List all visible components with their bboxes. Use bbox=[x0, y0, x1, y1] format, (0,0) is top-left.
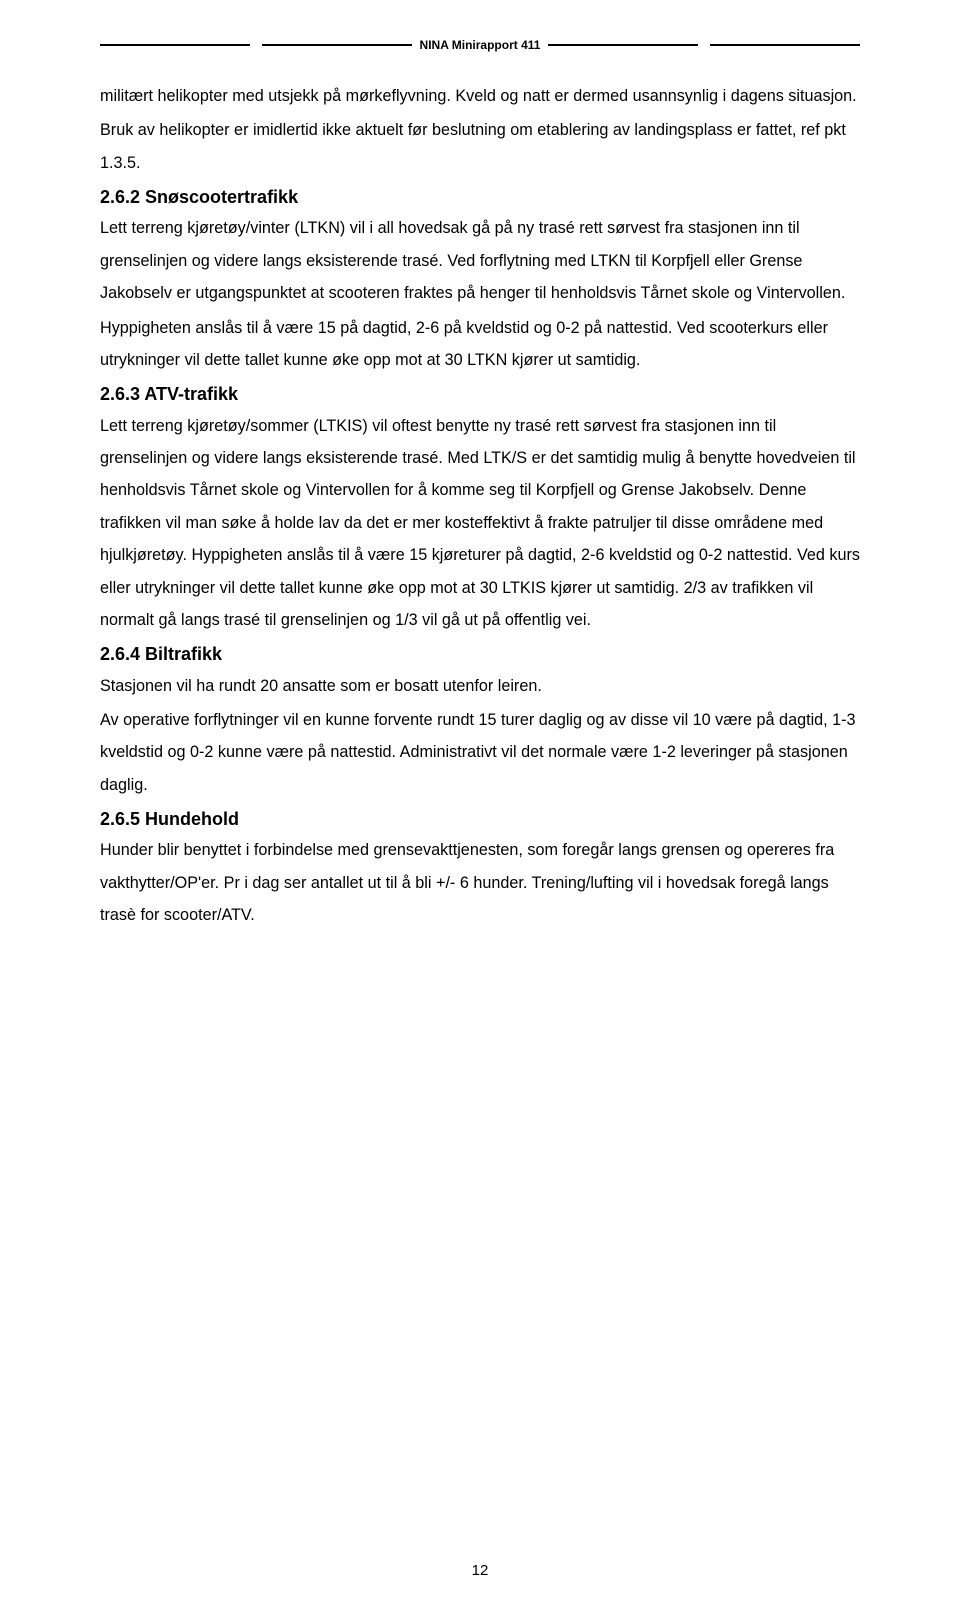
paragraph: Stasjonen vil ha rundt 20 ansatte som er… bbox=[100, 670, 860, 702]
paragraph: Hyppigheten anslås til å være 15 på dagt… bbox=[100, 312, 860, 377]
body-text: militært helikopter med utsjekk på mørke… bbox=[100, 80, 860, 932]
heading-biltrafikk: 2.6.4 Biltrafikk bbox=[100, 642, 860, 667]
paragraph: Hunder blir benyttet i forbindelse med g… bbox=[100, 834, 860, 931]
heading-hundehold: 2.6.5 Hundehold bbox=[100, 807, 860, 832]
paragraph: Bruk av helikopter er imidlertid ikke ak… bbox=[100, 114, 860, 179]
paragraph: militært helikopter med utsjekk på mørke… bbox=[100, 80, 860, 112]
header-rule-left-inner bbox=[262, 44, 412, 46]
heading-snoscootertrafikk: 2.6.2 Snøscootertrafikk bbox=[100, 185, 860, 210]
paragraph: Lett terreng kjøretøy/vinter (LTKN) vil … bbox=[100, 212, 860, 309]
page: NINA Minirapport 411 militært helikopter… bbox=[0, 38, 960, 1615]
paragraph: Lett terreng kjøretøy/sommer (LTKIS) vil… bbox=[100, 410, 860, 637]
header-rule: NINA Minirapport 411 bbox=[100, 38, 860, 52]
paragraph: Av operative forflytninger vil en kunne … bbox=[100, 704, 860, 801]
heading-atv-trafikk: 2.6.3 ATV-trafikk bbox=[100, 382, 860, 407]
header-rule-right-inner bbox=[548, 44, 698, 46]
header-rule-right-outer bbox=[710, 44, 860, 46]
header-title: NINA Minirapport 411 bbox=[412, 38, 549, 52]
header-rule-left-outer bbox=[100, 44, 250, 46]
page-number: 12 bbox=[0, 1562, 960, 1579]
